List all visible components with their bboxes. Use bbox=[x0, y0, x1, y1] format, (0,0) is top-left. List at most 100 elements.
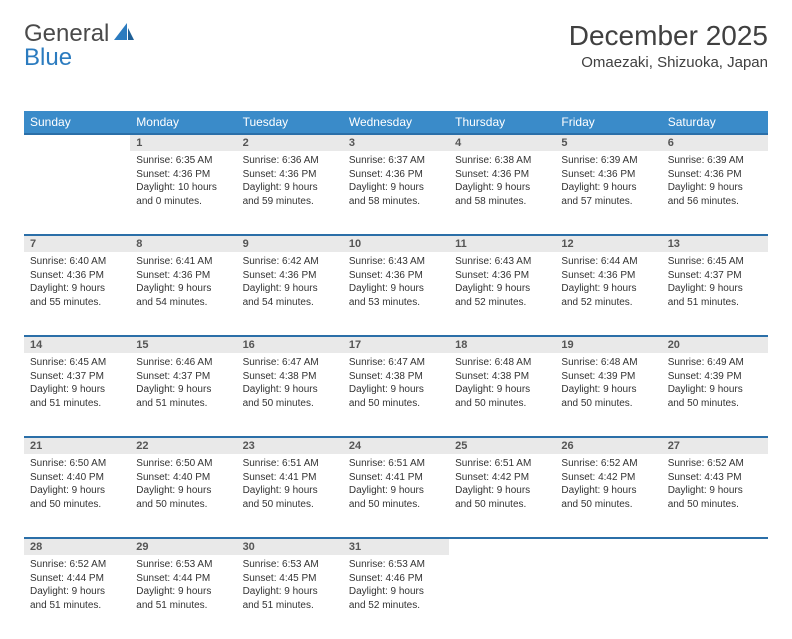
day-number-cell bbox=[24, 134, 130, 151]
day-info-cell bbox=[555, 555, 661, 633]
weekday-header: Saturday bbox=[662, 111, 768, 134]
day-d1: Daylight: 9 hours bbox=[136, 484, 230, 498]
day-d2: and 0 minutes. bbox=[136, 195, 230, 209]
month-title: December 2025 bbox=[569, 20, 768, 52]
day-info-cell: Sunrise: 6:35 AMSunset: 4:36 PMDaylight:… bbox=[130, 151, 236, 229]
day-sr: Sunrise: 6:52 AM bbox=[561, 457, 655, 471]
day-number-cell: 26 bbox=[555, 437, 661, 454]
day-info-cell: Sunrise: 6:51 AMSunset: 4:41 PMDaylight:… bbox=[343, 454, 449, 532]
day-info-cell: Sunrise: 6:44 AMSunset: 4:36 PMDaylight:… bbox=[555, 252, 661, 330]
day-sr: Sunrise: 6:50 AM bbox=[136, 457, 230, 471]
day-d1: Daylight: 9 hours bbox=[455, 282, 549, 296]
day-info-row: Sunrise: 6:45 AMSunset: 4:37 PMDaylight:… bbox=[24, 353, 768, 431]
day-d1: Daylight: 9 hours bbox=[349, 181, 443, 195]
day-info-cell: Sunrise: 6:49 AMSunset: 4:39 PMDaylight:… bbox=[662, 353, 768, 431]
day-sr: Sunrise: 6:40 AM bbox=[30, 255, 124, 269]
day-d2: and 54 minutes. bbox=[243, 296, 337, 310]
day-info-cell: Sunrise: 6:42 AMSunset: 4:36 PMDaylight:… bbox=[237, 252, 343, 330]
day-info-cell: Sunrise: 6:47 AMSunset: 4:38 PMDaylight:… bbox=[237, 353, 343, 431]
day-ss: Sunset: 4:44 PM bbox=[30, 572, 124, 586]
day-ss: Sunset: 4:36 PM bbox=[455, 168, 549, 182]
day-number-row: 21222324252627 bbox=[24, 437, 768, 454]
day-sr: Sunrise: 6:47 AM bbox=[349, 356, 443, 370]
day-info-cell: Sunrise: 6:39 AMSunset: 4:36 PMDaylight:… bbox=[555, 151, 661, 229]
day-d1: Daylight: 9 hours bbox=[455, 181, 549, 195]
day-info-cell: Sunrise: 6:39 AMSunset: 4:36 PMDaylight:… bbox=[662, 151, 768, 229]
day-d1: Daylight: 9 hours bbox=[561, 181, 655, 195]
day-d1: Daylight: 9 hours bbox=[668, 282, 762, 296]
day-number-cell: 17 bbox=[343, 336, 449, 353]
weekday-header: Sunday bbox=[24, 111, 130, 134]
day-number-cell: 2 bbox=[237, 134, 343, 151]
day-info-cell: Sunrise: 6:51 AMSunset: 4:41 PMDaylight:… bbox=[237, 454, 343, 532]
day-ss: Sunset: 4:36 PM bbox=[561, 269, 655, 283]
day-d1: Daylight: 10 hours bbox=[136, 181, 230, 195]
day-d2: and 53 minutes. bbox=[349, 296, 443, 310]
day-info-cell: Sunrise: 6:52 AMSunset: 4:43 PMDaylight:… bbox=[662, 454, 768, 532]
day-d2: and 52 minutes. bbox=[349, 599, 443, 613]
day-number-cell: 28 bbox=[24, 538, 130, 555]
day-d2: and 50 minutes. bbox=[455, 397, 549, 411]
weekday-header: Wednesday bbox=[343, 111, 449, 134]
day-ss: Sunset: 4:40 PM bbox=[30, 471, 124, 485]
day-d2: and 50 minutes. bbox=[455, 498, 549, 512]
day-d1: Daylight: 9 hours bbox=[243, 585, 337, 599]
day-number-cell: 9 bbox=[237, 235, 343, 252]
day-d2: and 55 minutes. bbox=[30, 296, 124, 310]
day-number-cell: 30 bbox=[237, 538, 343, 555]
day-number-cell: 4 bbox=[449, 134, 555, 151]
day-info-row: Sunrise: 6:35 AMSunset: 4:36 PMDaylight:… bbox=[24, 151, 768, 229]
day-number-row: 14151617181920 bbox=[24, 336, 768, 353]
day-d1: Daylight: 9 hours bbox=[455, 484, 549, 498]
day-ss: Sunset: 4:41 PM bbox=[243, 471, 337, 485]
weekday-header: Thursday bbox=[449, 111, 555, 134]
day-d1: Daylight: 9 hours bbox=[30, 585, 124, 599]
day-sr: Sunrise: 6:47 AM bbox=[243, 356, 337, 370]
day-number-cell: 23 bbox=[237, 437, 343, 454]
day-number-cell: 16 bbox=[237, 336, 343, 353]
day-ss: Sunset: 4:39 PM bbox=[668, 370, 762, 384]
day-info-cell: Sunrise: 6:51 AMSunset: 4:42 PMDaylight:… bbox=[449, 454, 555, 532]
day-d1: Daylight: 9 hours bbox=[668, 383, 762, 397]
weekday-header: Friday bbox=[555, 111, 661, 134]
day-d1: Daylight: 9 hours bbox=[561, 484, 655, 498]
day-d2: and 50 minutes. bbox=[136, 498, 230, 512]
day-number-cell bbox=[555, 538, 661, 555]
logo-sail-icon bbox=[113, 22, 135, 42]
day-ss: Sunset: 4:37 PM bbox=[136, 370, 230, 384]
day-info-cell: Sunrise: 6:48 AMSunset: 4:38 PMDaylight:… bbox=[449, 353, 555, 431]
day-info-cell: Sunrise: 6:48 AMSunset: 4:39 PMDaylight:… bbox=[555, 353, 661, 431]
day-number-cell: 18 bbox=[449, 336, 555, 353]
day-sr: Sunrise: 6:46 AM bbox=[136, 356, 230, 370]
day-number-cell bbox=[449, 538, 555, 555]
day-sr: Sunrise: 6:42 AM bbox=[243, 255, 337, 269]
day-sr: Sunrise: 6:37 AM bbox=[349, 154, 443, 168]
day-number-cell: 29 bbox=[130, 538, 236, 555]
day-sr: Sunrise: 6:50 AM bbox=[30, 457, 124, 471]
day-number-cell: 25 bbox=[449, 437, 555, 454]
day-d1: Daylight: 9 hours bbox=[561, 282, 655, 296]
day-info-cell: Sunrise: 6:53 AMSunset: 4:46 PMDaylight:… bbox=[343, 555, 449, 633]
day-info-cell: Sunrise: 6:45 AMSunset: 4:37 PMDaylight:… bbox=[24, 353, 130, 431]
day-info-cell: Sunrise: 6:47 AMSunset: 4:38 PMDaylight:… bbox=[343, 353, 449, 431]
day-sr: Sunrise: 6:51 AM bbox=[243, 457, 337, 471]
day-ss: Sunset: 4:42 PM bbox=[561, 471, 655, 485]
day-ss: Sunset: 4:37 PM bbox=[30, 370, 124, 384]
day-number-cell: 15 bbox=[130, 336, 236, 353]
day-d2: and 50 minutes. bbox=[561, 397, 655, 411]
day-sr: Sunrise: 6:41 AM bbox=[136, 255, 230, 269]
calendar-table: Sunday Monday Tuesday Wednesday Thursday… bbox=[24, 111, 768, 639]
title-block: December 2025 Omaezaki, Shizuoka, Japan bbox=[569, 20, 768, 71]
day-d1: Daylight: 9 hours bbox=[349, 383, 443, 397]
day-number-cell: 24 bbox=[343, 437, 449, 454]
day-d1: Daylight: 9 hours bbox=[136, 585, 230, 599]
day-number-cell: 31 bbox=[343, 538, 449, 555]
day-d2: and 51 minutes. bbox=[136, 599, 230, 613]
day-number-cell: 12 bbox=[555, 235, 661, 252]
day-sr: Sunrise: 6:53 AM bbox=[243, 558, 337, 572]
day-number-cell: 11 bbox=[449, 235, 555, 252]
day-ss: Sunset: 4:44 PM bbox=[136, 572, 230, 586]
day-info-cell: Sunrise: 6:52 AMSunset: 4:42 PMDaylight:… bbox=[555, 454, 661, 532]
day-info-cell bbox=[24, 151, 130, 229]
day-number-cell: 5 bbox=[555, 134, 661, 151]
